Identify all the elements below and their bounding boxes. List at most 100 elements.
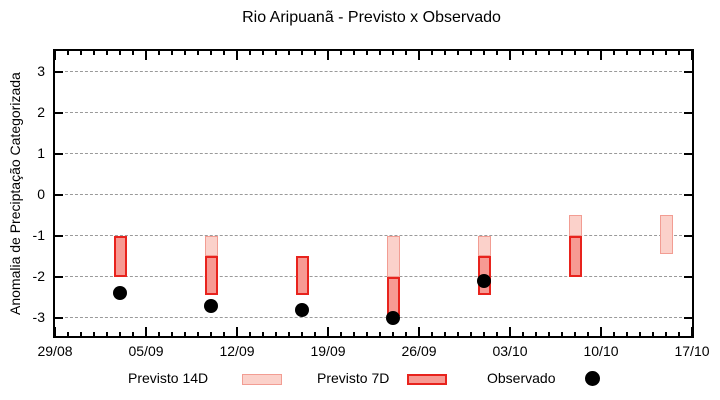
bar-previsto-14d	[659, 215, 673, 255]
y-major-tick	[55, 70, 63, 73]
x-minor-tick	[223, 332, 225, 336]
chart-title: Rio Aripuanã - Previsto x Observado	[242, 9, 501, 26]
x-minor-tick	[262, 332, 264, 336]
y-major-tick	[684, 316, 692, 319]
x-minor-tick	[210, 332, 212, 336]
x-minor-tick	[444, 332, 446, 336]
x-minor-tick	[587, 51, 589, 55]
x-minor-tick	[353, 332, 355, 336]
x-minor-tick	[483, 51, 485, 55]
observado-dot	[477, 274, 491, 289]
x-minor-tick	[587, 332, 589, 336]
x-tick-label: 19/09	[310, 343, 346, 359]
x-minor-tick	[444, 51, 446, 55]
x-minor-tick	[470, 332, 472, 336]
x-minor-tick	[574, 332, 576, 336]
x-minor-tick	[561, 51, 563, 55]
y-gridline	[55, 194, 692, 196]
x-minor-tick	[626, 332, 628, 336]
x-minor-tick	[496, 51, 498, 55]
bar-previsto-7d	[204, 256, 218, 296]
y-major-tick	[684, 275, 692, 278]
x-minor-tick	[613, 332, 615, 336]
x-minor-tick	[184, 51, 186, 55]
x-major-tick	[691, 327, 693, 336]
y-major-tick	[55, 275, 63, 278]
y-major-tick	[684, 152, 692, 155]
plot-area: 3 2 1 0 -1 -2 -3 29/08 05/09 12/09 19/09 26/09 03/10…	[33, 49, 710, 359]
x-minor-tick	[548, 332, 550, 336]
x-major-tick	[600, 51, 602, 60]
x-minor-tick	[210, 51, 212, 55]
y-gridline	[55, 235, 692, 237]
x-minor-tick	[561, 332, 563, 336]
x-minor-tick	[171, 332, 173, 336]
x-minor-tick	[522, 332, 524, 336]
x-minor-tick	[132, 332, 134, 336]
x-tick-label: 10/10	[583, 343, 619, 359]
y-major-tick	[55, 234, 63, 237]
x-minor-tick	[249, 332, 251, 336]
y-major-tick	[684, 111, 692, 114]
x-minor-tick	[574, 51, 576, 55]
legend-previsto-14d-swatch	[242, 374, 282, 385]
y-tick-label: 0	[37, 185, 45, 202]
x-minor-tick	[665, 332, 667, 336]
x-minor-tick	[301, 51, 303, 55]
x-minor-tick	[223, 51, 225, 55]
x-minor-tick	[93, 332, 95, 336]
x-minor-tick	[522, 51, 524, 55]
observado-dot	[204, 298, 218, 313]
observado-dot	[113, 286, 127, 301]
x-minor-tick	[275, 51, 277, 55]
bar-previsto-14d	[568, 215, 582, 236]
x-major-tick	[418, 51, 420, 60]
x-minor-tick	[106, 332, 108, 336]
x-tick-label: 29/08	[37, 343, 73, 359]
x-minor-tick	[652, 332, 654, 336]
x-minor-tick	[171, 51, 173, 55]
y-gridline	[55, 112, 692, 114]
x-major-tick	[418, 327, 420, 336]
y-major-tick	[55, 111, 63, 114]
y-tick-label: -2	[32, 267, 45, 284]
x-minor-tick	[93, 51, 95, 55]
x-minor-tick	[197, 51, 199, 55]
x-minor-tick	[366, 51, 368, 55]
x-major-tick	[691, 51, 693, 60]
legend-previsto-7d-swatch	[407, 374, 447, 385]
y-tick-label: 2	[37, 103, 45, 120]
bar-previsto-14d	[477, 235, 491, 257]
x-major-tick	[509, 327, 511, 336]
observado-dot	[295, 302, 309, 317]
x-minor-tick	[340, 51, 342, 55]
x-minor-tick	[652, 51, 654, 55]
x-minor-tick	[392, 51, 394, 55]
y-gridline	[55, 153, 692, 155]
x-minor-tick	[457, 332, 459, 336]
x-minor-tick	[301, 332, 303, 336]
bar-previsto-7d	[113, 235, 127, 277]
x-minor-tick	[288, 51, 290, 55]
legend-label-previsto-14d: Previsto 14D	[128, 370, 209, 386]
x-minor-tick	[119, 51, 121, 55]
x-tick-label: 26/09	[401, 343, 437, 359]
y-major-tick	[684, 234, 692, 237]
x-major-tick	[327, 51, 329, 60]
y-tick-label: -1	[32, 226, 45, 243]
x-minor-tick	[431, 51, 433, 55]
y-gridline	[55, 317, 692, 319]
y-gridline	[55, 276, 692, 278]
x-major-tick	[145, 51, 147, 60]
x-minor-tick	[626, 51, 628, 55]
x-major-tick	[145, 327, 147, 336]
bar-previsto-7d	[295, 256, 309, 296]
x-major-tick	[327, 327, 329, 336]
x-minor-tick	[483, 332, 485, 336]
x-minor-tick	[249, 51, 251, 55]
x-minor-tick	[353, 51, 355, 55]
y-major-tick	[55, 152, 63, 155]
y-tick-label: 1	[37, 144, 45, 161]
x-minor-tick	[639, 51, 641, 55]
